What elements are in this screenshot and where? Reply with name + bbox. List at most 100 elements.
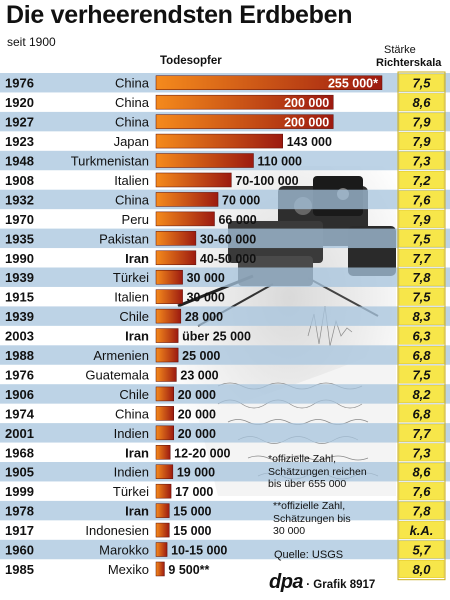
year-label: 1920 [5, 95, 34, 110]
footnote-1-line3: bis über 655 000 [268, 478, 347, 490]
footnote-2: **offizielle Zahl, Schätzungen bis 30 00… [273, 500, 351, 538]
dpa-logo: dpa [269, 571, 304, 593]
deaths-label: 30 000 [187, 291, 225, 305]
magnitude-box [398, 521, 445, 540]
magnitude-box [398, 112, 445, 131]
deaths-bar [155, 367, 177, 382]
magnitude-box [398, 540, 445, 559]
country-label: China [115, 406, 150, 421]
deaths-label: 70 000 [222, 193, 260, 207]
footnote-1: *offizielle Zahl, Schätzungen reichen bi… [268, 453, 367, 491]
year-label: 1960 [5, 543, 34, 558]
magnitude-box [398, 93, 445, 112]
year-label: 1968 [5, 445, 34, 460]
deaths-label: 30-60 000 [200, 232, 256, 246]
country-label: Chile [119, 387, 149, 402]
country-label: Türkei [113, 484, 149, 499]
deaths-bar [155, 250, 197, 266]
deaths-bar [155, 425, 174, 441]
chart-title: Die verheerendsten Erdbeben [6, 1, 353, 29]
magnitude-label: 7,2 [412, 173, 431, 188]
magnitude-label: 7,5 [412, 367, 431, 382]
deaths-label: 15 000 [173, 505, 211, 519]
magnitude-label: 7,9 [412, 134, 431, 149]
country-label: Italien [114, 290, 149, 305]
magnitude-box [398, 229, 445, 248]
magnitude-label: 7,3 [412, 154, 431, 169]
magnitude-label: 5,7 [412, 543, 431, 558]
row-band [0, 423, 450, 443]
country-label: Peru [122, 212, 149, 227]
deaths-bar [155, 347, 179, 363]
deaths-bar [155, 445, 171, 460]
country-label: Iran [125, 445, 149, 460]
deaths-bar [155, 308, 182, 324]
year-label: 1905 [5, 465, 34, 480]
magnitude-label: 6,8 [412, 406, 431, 421]
deaths-bar [155, 172, 232, 188]
year-label: 1985 [5, 562, 34, 577]
deaths-bar [155, 289, 183, 304]
deaths-bar [155, 328, 179, 343]
row-band [0, 500, 450, 521]
deaths-label: 28 000 [185, 310, 223, 324]
country-label: Iran [125, 504, 149, 519]
magnitude-column-frame [397, 71, 446, 581]
year-label: 1999 [5, 484, 34, 499]
magnitude-label: 8,6 [412, 95, 431, 110]
source-note: Quelle: USGS [274, 549, 344, 561]
deaths-bar [155, 114, 334, 129]
deaths-bar [155, 231, 197, 246]
footnote-1-line1: *offizielle Zahl, [268, 453, 337, 465]
footnote-2-line3: 30 000 [273, 525, 306, 537]
deaths-bar [155, 522, 170, 538]
deaths-bar [155, 133, 283, 149]
magnitude-box [398, 171, 445, 189]
magnitude-label: 6,8 [412, 348, 431, 363]
deaths-label: 255 000* [328, 77, 378, 91]
chart-subtitle: seit 1900 [7, 35, 56, 49]
row-band [0, 267, 450, 287]
deaths-label: 10-15 000 [171, 544, 227, 558]
magnitude-box [398, 151, 445, 170]
year-label: 1970 [5, 212, 34, 227]
country-label: Indonesien [85, 523, 149, 538]
magnitude-label: k.A. [410, 523, 434, 538]
magnitude-label: 7,9 [412, 115, 431, 130]
magnitude-label: 7,9 [412, 212, 431, 227]
deaths-label: 143 000 [287, 135, 332, 149]
magnitude-label: 7,6 [412, 484, 431, 499]
deaths-label: 23 000 [180, 368, 218, 382]
row-band [0, 228, 450, 249]
row-band [0, 462, 450, 482]
country-label: Pakistan [99, 231, 149, 246]
year-label: 1978 [5, 504, 34, 519]
deaths-label: 70-100 000 [235, 174, 298, 188]
magnitude-box [398, 462, 445, 481]
deaths-label: 30 000 [187, 271, 225, 285]
country-label: Chile [119, 309, 149, 324]
country-label: Marokko [99, 543, 149, 558]
country-label: China [115, 95, 150, 110]
footnote-2-line2: Schätzungen bis [273, 512, 351, 525]
year-label: 1976 [5, 367, 34, 382]
magnitude-label: 7,3 [412, 445, 431, 460]
deaths-label: 12-20 000 [174, 446, 230, 460]
country-label: Indien [114, 426, 149, 441]
year-label: 2001 [5, 426, 34, 441]
year-label: 1990 [5, 251, 34, 266]
deaths-bar [155, 464, 174, 479]
year-label: 1915 [5, 290, 34, 305]
magnitude-box [398, 423, 445, 442]
deaths-label: 20 000 [178, 388, 216, 402]
country-label: China [115, 115, 150, 130]
magnitude-label: 7,5 [412, 76, 431, 91]
magnitude-box [398, 346, 445, 364]
magnitude-box [398, 248, 445, 267]
deaths-bar [155, 386, 174, 402]
row-band [0, 345, 450, 365]
year-label: 2003 [5, 329, 34, 344]
deaths-bar [155, 153, 254, 168]
deaths-bar [155, 483, 172, 499]
